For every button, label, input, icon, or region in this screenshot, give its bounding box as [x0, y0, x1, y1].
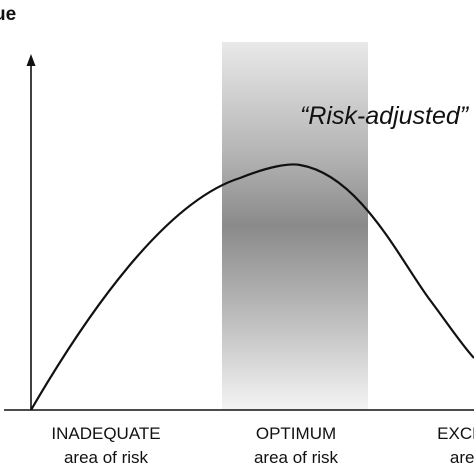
zone-label-optimum: OPTIMUM area of risk [212, 422, 380, 470]
zone-title: INADEQUATE [51, 424, 161, 443]
zone-subtitle: area of risk [63, 448, 149, 467]
y-axis-label: ue [0, 4, 17, 25]
zone-label-excessive: EXCESSI area o [390, 422, 474, 470]
zone-label-inadequate: INADEQUATE area of risk [22, 422, 190, 470]
zone-title: EXCESSI [437, 424, 474, 443]
optimum-shaded-band [222, 42, 368, 410]
zone-subtitle: area of risk [253, 448, 339, 467]
y-axis-arrowhead [26, 54, 36, 66]
risk-value-curve [30, 163, 474, 411]
zone-subtitle: area o [449, 448, 474, 467]
curve-annotation-label: “Risk-adjusted” [300, 102, 469, 130]
zone-title: OPTIMUM [255, 424, 337, 443]
